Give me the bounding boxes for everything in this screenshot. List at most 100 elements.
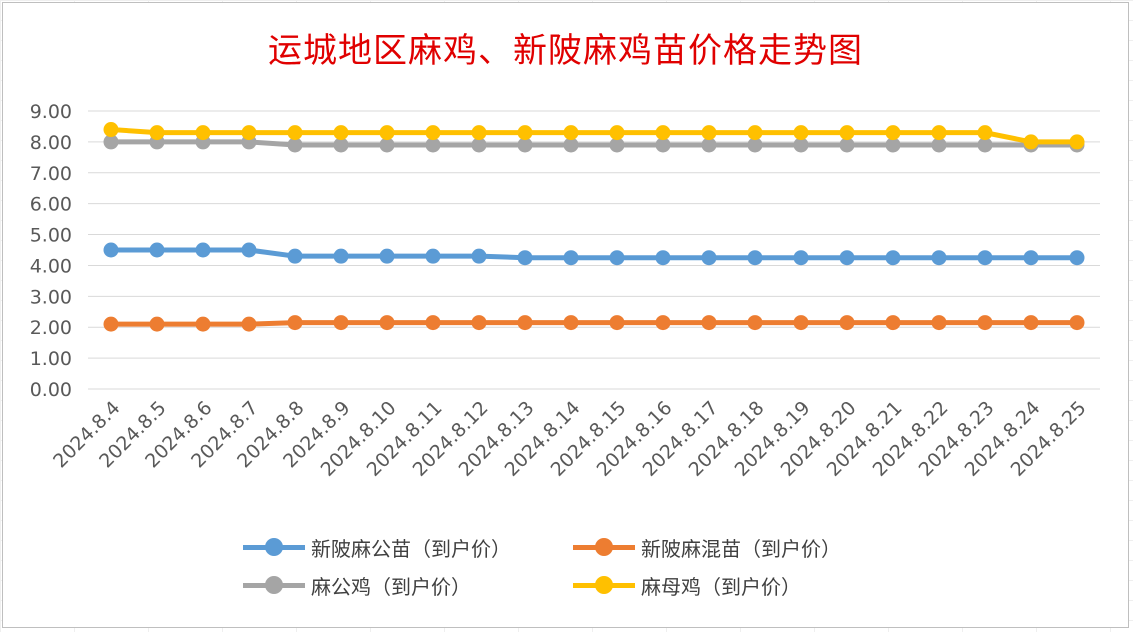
legend-item-male-chick: 新陂麻公苗（到户价） [243,533,573,561]
data-point [379,137,395,153]
data-point [517,315,533,331]
data-point [1069,134,1085,150]
data-point [609,125,625,141]
y-tick-label: 4.00 [30,255,72,277]
data-point [241,316,257,332]
data-point [149,125,165,141]
data-point [517,125,533,141]
y-tick-label: 5.00 [30,225,72,247]
data-point [287,137,303,153]
legend-marker-mixed-chick [573,533,635,561]
legend: 新陂麻公苗（到户价） 新陂麻混苗（到户价） 麻公鸡（到户价） 麻母鸡（到户价） [243,533,893,599]
data-point [977,315,993,331]
chart-title: 运城地区麻鸡、新陂麻鸡苗价格走势图 [268,31,863,71]
data-point [701,250,717,266]
y-tick-label: 8.00 [30,132,72,154]
legend-item-hen: 麻母鸡（到户价） [573,571,893,599]
legend-marker-hen [573,571,635,599]
data-point [1069,315,1085,331]
data-point [655,315,671,331]
data-point [839,137,855,153]
data-point [931,315,947,331]
data-point [287,315,303,331]
data-point [425,315,441,331]
data-point [563,125,579,141]
data-point [655,137,671,153]
data-point [517,250,533,266]
series-line-3 [108,127,1080,145]
data-point [793,315,809,331]
data-point [333,248,349,264]
data-point [977,250,993,266]
data-point [471,248,487,264]
data-point [747,250,763,266]
legend-marker-rooster [243,571,305,599]
data-point [333,137,349,153]
data-point [609,137,625,153]
data-point [379,315,395,331]
data-point [793,137,809,153]
data-point [701,137,717,153]
data-point [1023,315,1039,331]
y-tick-label: 3.00 [30,286,72,308]
series-line-2 [108,139,1080,148]
data-point [379,125,395,141]
data-point [103,316,119,332]
data-point [333,125,349,141]
plot-area: 0.00 1.00 2.00 3.00 4.00 5.00 6.00 7.00 8.00 9.00… [30,101,1100,481]
data-point [609,250,625,266]
data-point [977,125,993,141]
data-point [103,242,119,258]
data-point [609,315,625,331]
data-point [701,125,717,141]
data-point [701,315,717,331]
legend-label-male-chick: 新陂麻公苗（到户价） [311,536,511,561]
data-point [195,125,211,141]
data-point [655,125,671,141]
data-point [333,315,349,331]
data-point [425,248,441,264]
data-point [471,137,487,153]
data-point [195,242,211,258]
data-point [931,250,947,266]
y-tick-label: 1.00 [30,348,72,370]
data-point [241,242,257,258]
data-point [839,315,855,331]
data-point [1069,250,1085,266]
data-point [839,250,855,266]
data-point [149,242,165,258]
y-tick-label: 7.00 [30,163,72,185]
data-point [885,250,901,266]
data-point [517,137,533,153]
data-point [103,134,119,150]
data-point [425,125,441,141]
series-line-0 [108,247,1080,261]
y-tick-label: 6.00 [30,194,72,216]
data-point [379,248,395,264]
data-point [563,137,579,153]
legend-marker-male-chick [243,533,305,561]
data-point [287,248,303,264]
legend-item-rooster: 麻公鸡（到户价） [243,571,573,599]
data-point [931,137,947,153]
data-point [425,137,441,153]
data-point [241,125,257,141]
data-point [471,125,487,141]
data-point [103,122,119,138]
data-point [1023,134,1039,150]
series-line-1 [108,320,1080,327]
data-point [195,316,211,332]
data-point [885,137,901,153]
data-point [747,137,763,153]
data-point [793,250,809,266]
data-point [471,315,487,331]
data-point [655,250,671,266]
data-point [149,316,165,332]
y-tick-label: 2.00 [30,317,72,339]
data-point [287,125,303,141]
legend-label-rooster: 麻公鸡（到户价） [311,574,471,599]
data-point [977,137,993,153]
data-point [747,125,763,141]
y-tick-label: 0.00 [30,379,72,401]
